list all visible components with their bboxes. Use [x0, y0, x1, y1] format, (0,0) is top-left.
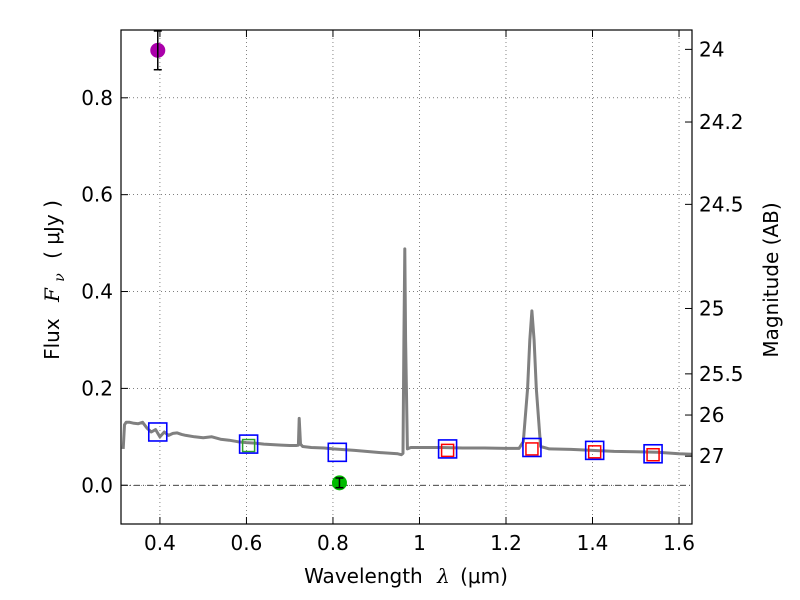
- x-tick-label: 1.6: [663, 531, 695, 555]
- x-axis-label-unit: (μm): [460, 564, 508, 588]
- inner-square-marker: [646, 447, 660, 462]
- x-axis-label-symbol: λ: [436, 564, 450, 588]
- y2-tick-label: 27: [699, 444, 724, 468]
- inner-square-marker: [587, 445, 602, 459]
- model-flux-square-marker: [643, 443, 663, 464]
- model-flux-square-marker: [238, 434, 259, 454]
- inner-square-marker: [440, 443, 455, 458]
- y2-axis-ticks: 24 24.2 24.5 25 25.5 26 27: [685, 37, 744, 468]
- y2-axis-label: Magnitude (AB): [759, 202, 783, 357]
- y-axis-label-text: Flux: [40, 318, 64, 360]
- y2-tick-label: 26: [699, 403, 724, 427]
- x-tick-label: 0.6: [231, 531, 263, 555]
- y-tick-label: 0.2: [81, 376, 113, 400]
- x-tick-label: 0.4: [144, 531, 176, 555]
- model-flux-square-marker: [584, 440, 605, 461]
- x-tick-label: 1: [413, 531, 426, 555]
- x-tick-label: 0.8: [317, 531, 349, 555]
- x-tick-label: 1.4: [577, 531, 609, 555]
- template-spectrum-line: [121, 247, 693, 457]
- y-axis-label: Flux F ν ( μJy ): [40, 200, 69, 360]
- inner-square-marker: [525, 442, 539, 456]
- y2-tick-label: 24: [699, 37, 724, 61]
- y-axis-label-symbol: F: [40, 287, 64, 303]
- y-axis-label-subscript: ν: [52, 273, 68, 282]
- y-tick-label: 0.0: [81, 473, 113, 497]
- x-tick-label: 1.2: [490, 531, 522, 555]
- x-axis-ticks: 0.4 0.6 0.8 1 1.2 1.4 1.6: [144, 30, 695, 555]
- y2-tick-label: 25.5: [699, 362, 744, 386]
- plot-frame: [120, 29, 693, 525]
- observed-points: [150, 30, 347, 491]
- y-tick-label: 0.6: [81, 183, 113, 207]
- y2-tick-label: 25: [699, 296, 724, 320]
- y-axis-label-unit: ( μJy ): [40, 200, 64, 259]
- model-flux-square-marker: [147, 422, 168, 442]
- y-axis-ticks: 0.0 0.2 0.4 0.6 0.8: [81, 86, 128, 497]
- model-flux-square-marker: [327, 442, 348, 463]
- photometry-markers: [147, 422, 663, 464]
- model-flux-square-marker: [437, 439, 458, 459]
- y2-tick-label: 24.2: [699, 110, 744, 134]
- inner-square-marker: [241, 438, 256, 453]
- y-tick-label: 0.4: [81, 280, 113, 304]
- y-tick-label: 0.8: [81, 86, 113, 110]
- y2-tick-label: 24.5: [699, 192, 744, 216]
- model-flux-square-marker: [522, 437, 542, 458]
- x-axis-label-text: Wavelength: [304, 564, 423, 588]
- x-axis-label: Wavelength λ (μm): [304, 564, 508, 588]
